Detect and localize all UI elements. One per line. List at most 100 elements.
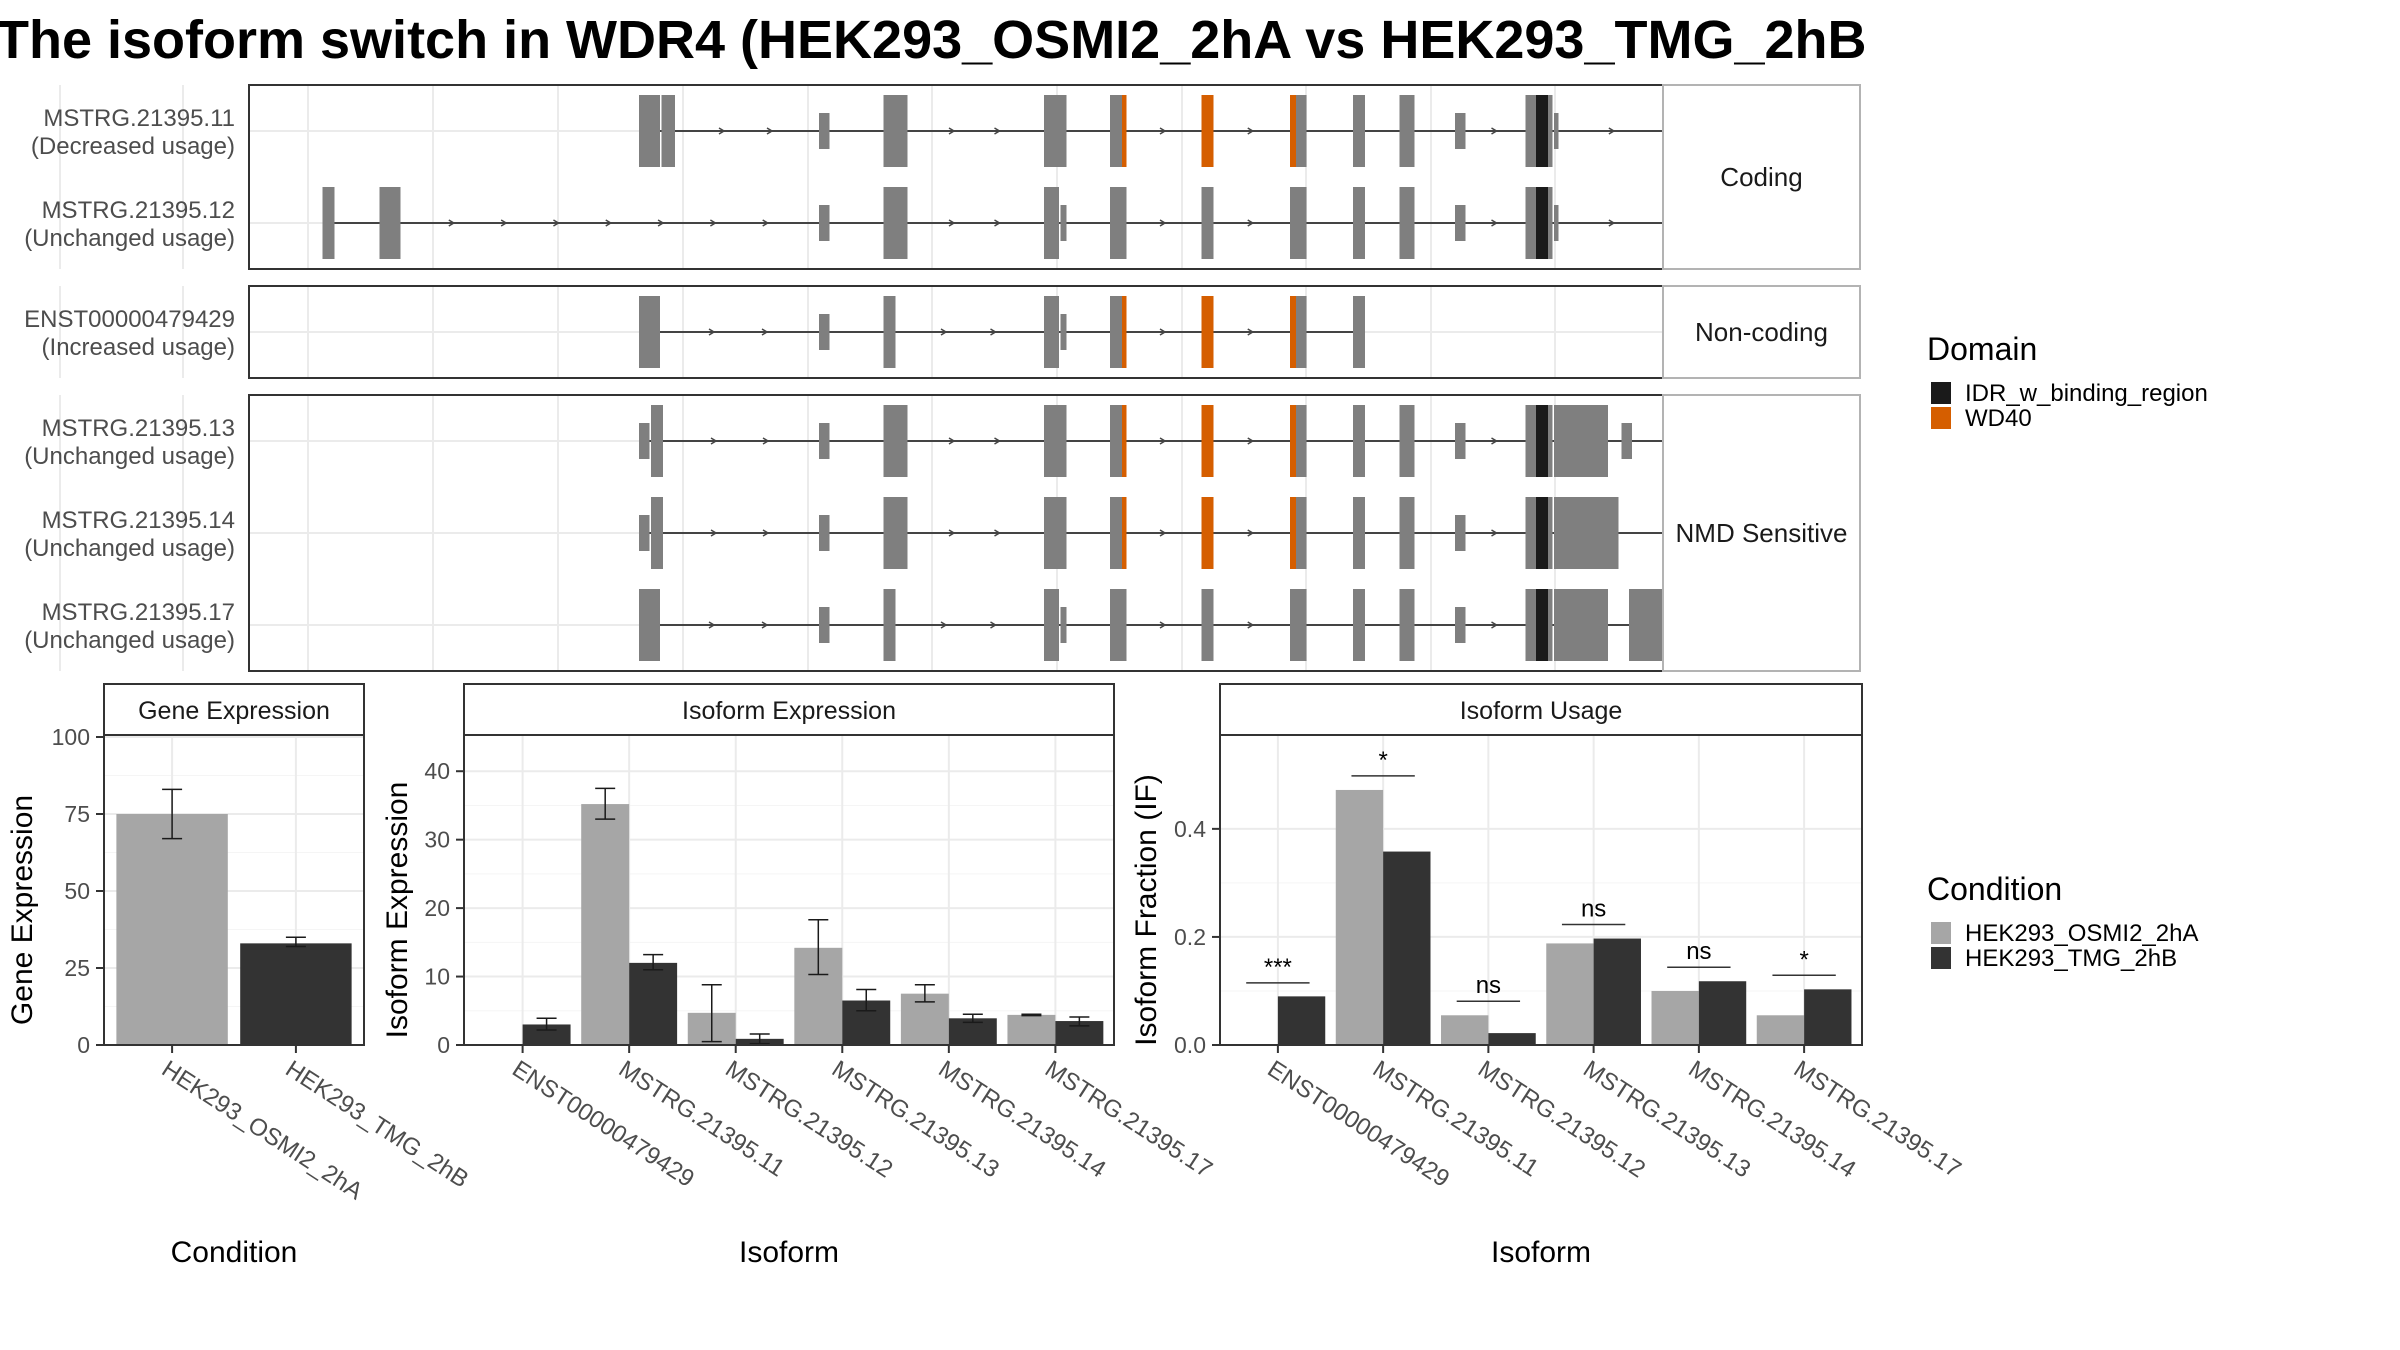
- exon: [639, 296, 660, 368]
- chart-strip: [1219, 683, 1863, 736]
- exon: [639, 95, 660, 167]
- direction-arrow: [940, 621, 948, 629]
- exon: [1110, 589, 1127, 661]
- exon: [1353, 497, 1365, 569]
- domain-wd40: [1290, 296, 1296, 368]
- chart-title: Isoform Usage: [1460, 697, 1623, 725]
- figure-title: The isoform switch in WDR4 (HEK293_OSMI2…: [0, 10, 1867, 70]
- direction-arrow: [766, 127, 774, 135]
- y-tick-label: 100: [52, 724, 90, 750]
- significance-label: ns: [1581, 896, 1606, 923]
- exon: [1399, 589, 1415, 661]
- bar: [116, 814, 228, 1045]
- direction-arrow: [990, 621, 997, 629]
- exon: [639, 423, 650, 459]
- direction-arrow: [1247, 127, 1255, 135]
- direction-arrow: [1491, 529, 1498, 537]
- panel-strip: [1662, 394, 1861, 672]
- exon: [639, 589, 660, 661]
- significance-label: *: [1799, 946, 1808, 973]
- bar: [1804, 989, 1852, 1045]
- domain-idr-w-binding-region: [1536, 405, 1548, 477]
- exon: [1455, 113, 1466, 149]
- direction-arrow: [1159, 621, 1167, 629]
- chart-title: Gene Expression: [138, 697, 330, 725]
- y-axis-title: Isoform Expression: [381, 782, 414, 1039]
- direction-arrow: [708, 621, 716, 629]
- exon: [1554, 113, 1559, 149]
- exon: [1353, 296, 1365, 368]
- transcript-name: MSTRG.21395.13: [42, 415, 235, 442]
- bar: [1007, 1014, 1056, 1045]
- x-tick-label: HEK293_OSMI2_2hA: [157, 1055, 368, 1205]
- direction-arrow: [994, 127, 1001, 135]
- direction-arrow: [762, 437, 770, 445]
- x-tick-label: MSTRG.21395.17: [1789, 1055, 1966, 1183]
- plot-background: [464, 735, 1114, 1045]
- transcript-mstrg-21395-17: MSTRG.21395.17(Unchanged usage): [24, 589, 1749, 661]
- exon: [883, 589, 896, 661]
- y-tick-label: 0.2: [1174, 924, 1206, 950]
- bar: [1546, 943, 1594, 1045]
- domain-wd40: [1122, 497, 1127, 569]
- transcript-name: MSTRG.21395.11: [43, 105, 235, 132]
- exon: [322, 187, 335, 259]
- exon: [1044, 187, 1059, 259]
- direction-arrow: [1491, 621, 1498, 629]
- panel-strip-label: NMD Sensitive: [1676, 518, 1848, 548]
- legend-swatch: [1931, 407, 1951, 429]
- chart-title: Isoform Expression: [682, 697, 896, 725]
- transcript-usage: (Unchanged usage): [24, 535, 235, 562]
- exon: [819, 423, 830, 459]
- domain-wd40: [1290, 95, 1296, 167]
- exon: [379, 187, 401, 259]
- bar: [1383, 851, 1431, 1045]
- transcript-mstrg-21395-13: MSTRG.21395.13(Unchanged usage): [24, 405, 1787, 477]
- domain-wd40: [1122, 296, 1127, 368]
- exon: [883, 95, 908, 167]
- exon: [1399, 497, 1415, 569]
- chart-strip: [463, 683, 1115, 736]
- domain-wd40: [1201, 296, 1214, 368]
- transcript-panel-non-coding: ENST00000479429(Increased usage) Non-codi…: [24, 285, 1861, 379]
- bar: [1698, 981, 1747, 1045]
- bar: [1055, 1021, 1104, 1045]
- transcript-panel-nmd-sensitive: MSTRG.21395.13(Unchanged usage)MSTRG.213…: [24, 394, 1861, 672]
- direction-arrow: [718, 127, 726, 135]
- exon: [1044, 296, 1059, 368]
- legend-label: HEK293_OSMI2_2hA: [1965, 920, 2198, 947]
- transcript-usage: (Unchanged usage): [24, 443, 235, 470]
- exon: [1399, 405, 1415, 477]
- exon: [1110, 187, 1127, 259]
- direction-arrow: [1247, 219, 1255, 227]
- exon: [1399, 95, 1415, 167]
- exon: [651, 497, 663, 569]
- direction-arrow: [448, 219, 456, 227]
- bar: [1335, 789, 1384, 1045]
- y-tick-label: 75: [64, 801, 90, 827]
- direction-arrow: [1159, 328, 1167, 336]
- domain-idr-w-binding-region: [1536, 95, 1548, 167]
- bar: [1441, 1015, 1489, 1045]
- exon: [819, 515, 830, 551]
- exon: [1044, 497, 1067, 569]
- direction-arrow: [1247, 328, 1255, 336]
- direction-arrow: [994, 529, 1001, 537]
- direction-arrow: [1247, 621, 1255, 629]
- direction-arrow: [710, 529, 718, 537]
- exon: [819, 607, 830, 643]
- exon: [883, 296, 896, 368]
- direction-arrow: [553, 219, 560, 227]
- x-axis-title: Isoform: [739, 1236, 839, 1269]
- transcript-usage: (Unchanged usage): [24, 627, 235, 654]
- bar: [1651, 990, 1699, 1045]
- direction-arrow: [1608, 219, 1616, 227]
- direction-arrow: [1247, 437, 1255, 445]
- legend-label: IDR_w_binding_region: [1965, 380, 2208, 407]
- direction-arrow: [990, 328, 997, 336]
- direction-arrow: [940, 328, 948, 336]
- direction-arrow: [994, 219, 1001, 227]
